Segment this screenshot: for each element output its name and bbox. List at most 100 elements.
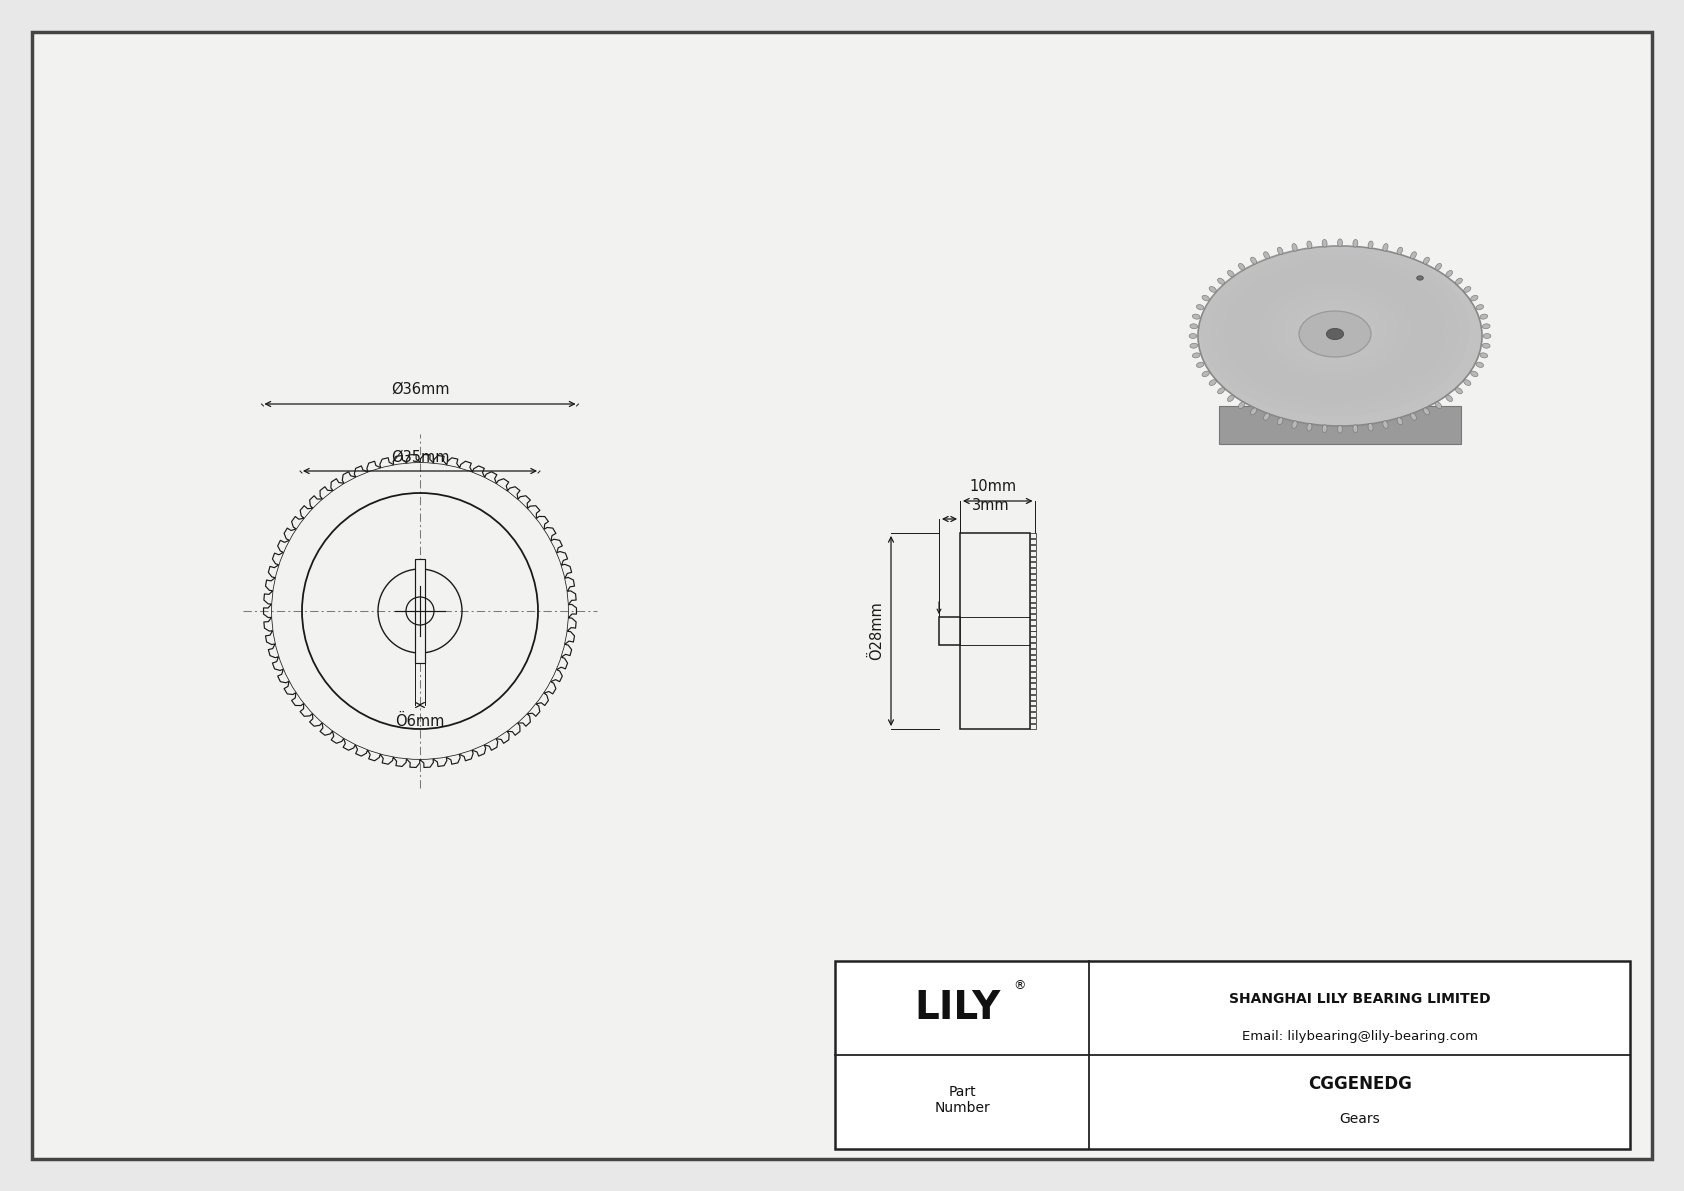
Ellipse shape	[1435, 401, 1442, 409]
Ellipse shape	[1423, 407, 1430, 414]
Ellipse shape	[1463, 380, 1470, 386]
Bar	[1031, 712, 1036, 717]
Bar	[1031, 684, 1036, 688]
Ellipse shape	[1411, 251, 1416, 258]
Ellipse shape	[1192, 353, 1201, 357]
Ellipse shape	[1292, 244, 1297, 251]
Ellipse shape	[1209, 380, 1216, 386]
Ellipse shape	[1398, 417, 1403, 425]
Ellipse shape	[1484, 333, 1490, 338]
Bar	[1031, 631, 1036, 636]
Bar	[1031, 649, 1036, 654]
Bar	[1031, 591, 1036, 596]
Ellipse shape	[1463, 287, 1470, 292]
Ellipse shape	[1307, 423, 1312, 431]
Text: Ö6mm: Ö6mm	[396, 713, 445, 729]
Ellipse shape	[1383, 420, 1388, 429]
Ellipse shape	[1201, 245, 1470, 417]
Text: Part
Number: Part Number	[935, 1085, 990, 1115]
Ellipse shape	[1191, 343, 1197, 348]
Bar	[940, 617, 960, 646]
Ellipse shape	[1251, 407, 1256, 414]
Bar	[1031, 597, 1036, 601]
Bar	[835, 961, 1630, 1149]
Ellipse shape	[1209, 287, 1216, 292]
Ellipse shape	[1260, 283, 1411, 379]
Ellipse shape	[1398, 248, 1403, 255]
Bar	[1031, 615, 1036, 619]
Ellipse shape	[1480, 314, 1487, 319]
Bar	[1031, 540, 1036, 544]
Ellipse shape	[1189, 333, 1197, 338]
Ellipse shape	[1197, 247, 1482, 426]
Ellipse shape	[1212, 252, 1458, 409]
Ellipse shape	[1221, 283, 1475, 409]
Bar	[1031, 574, 1036, 579]
Ellipse shape	[1416, 276, 1423, 280]
Text: SHANGHAI LILY BEARING LIMITED: SHANGHAI LILY BEARING LIMITED	[1229, 992, 1490, 1005]
Bar	[1031, 625, 1036, 630]
Ellipse shape	[1322, 239, 1327, 248]
Ellipse shape	[1475, 362, 1484, 367]
Bar	[1031, 700, 1036, 705]
Bar	[1031, 621, 1036, 625]
Ellipse shape	[1447, 395, 1453, 401]
Ellipse shape	[1224, 261, 1447, 401]
Ellipse shape	[1447, 270, 1453, 276]
Bar	[1031, 706, 1036, 711]
Bar	[1031, 545, 1036, 550]
Ellipse shape	[1470, 295, 1479, 301]
Ellipse shape	[1202, 372, 1209, 376]
Ellipse shape	[1236, 268, 1435, 394]
Ellipse shape	[1367, 241, 1372, 249]
Ellipse shape	[1283, 298, 1388, 364]
Ellipse shape	[1295, 305, 1376, 356]
Ellipse shape	[1228, 270, 1234, 276]
Ellipse shape	[1238, 401, 1244, 409]
Ellipse shape	[1383, 244, 1388, 251]
Ellipse shape	[1327, 329, 1344, 339]
Ellipse shape	[1480, 353, 1487, 357]
Ellipse shape	[1238, 263, 1244, 270]
Ellipse shape	[1307, 313, 1364, 349]
Ellipse shape	[1263, 413, 1270, 420]
Ellipse shape	[1191, 324, 1197, 329]
Ellipse shape	[1352, 239, 1357, 248]
Polygon shape	[1219, 406, 1460, 444]
Ellipse shape	[1292, 420, 1297, 429]
Bar	[1031, 609, 1036, 613]
Bar	[1031, 690, 1036, 694]
Bar	[1031, 603, 1036, 607]
Ellipse shape	[1319, 320, 1352, 342]
Bar	[1031, 556, 1036, 561]
Ellipse shape	[1455, 279, 1462, 285]
Text: 10mm: 10mm	[970, 480, 1017, 494]
Bar	[1031, 637, 1036, 642]
Bar	[1031, 550, 1036, 555]
Bar	[1031, 562, 1036, 567]
Bar	[1031, 568, 1036, 573]
Bar	[1031, 660, 1036, 665]
Ellipse shape	[1475, 305, 1484, 310]
Ellipse shape	[1455, 388, 1462, 394]
Ellipse shape	[1228, 395, 1234, 401]
Ellipse shape	[1411, 413, 1416, 420]
Ellipse shape	[1192, 314, 1201, 319]
Text: Ø35mm: Ø35mm	[391, 449, 450, 464]
Ellipse shape	[1322, 425, 1327, 432]
Ellipse shape	[1307, 241, 1312, 249]
Text: ®: ®	[1014, 979, 1026, 992]
Ellipse shape	[1278, 417, 1283, 425]
Ellipse shape	[1423, 257, 1430, 264]
Ellipse shape	[1352, 425, 1357, 432]
Bar	[1031, 718, 1036, 723]
Bar	[1031, 694, 1036, 700]
Bar	[1031, 585, 1036, 591]
Ellipse shape	[1218, 388, 1224, 394]
Ellipse shape	[1218, 279, 1224, 285]
Ellipse shape	[1367, 423, 1372, 431]
Ellipse shape	[1263, 251, 1270, 258]
Text: LILY: LILY	[914, 989, 1000, 1027]
Bar	[1031, 534, 1036, 538]
Ellipse shape	[1271, 291, 1399, 372]
